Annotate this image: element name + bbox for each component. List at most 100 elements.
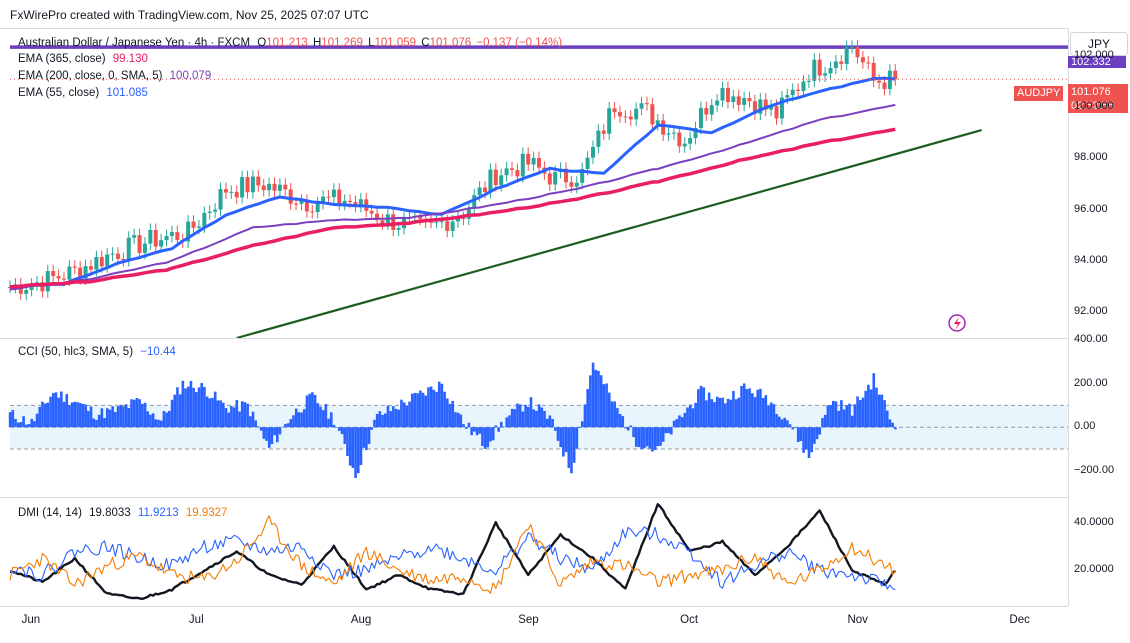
cci-bar (788, 424, 792, 428)
candle-body (434, 221, 439, 223)
cci-bar (510, 408, 514, 428)
cci-bar (632, 427, 635, 438)
cci-bar (227, 412, 231, 428)
cci-bar (127, 407, 131, 428)
candle-body (164, 236, 169, 241)
candle-body (850, 46, 855, 48)
candle-body (655, 120, 660, 125)
cci-bar (170, 399, 174, 428)
candle-body (510, 168, 515, 170)
cci-bar (402, 402, 406, 428)
symbol-title[interactable]: Australian Dollar / Japanese Yen · 4h · … (18, 37, 251, 49)
cci-bar (151, 413, 155, 428)
candle-body (666, 133, 671, 135)
cci-bar (840, 400, 843, 428)
cci-bar (238, 411, 241, 428)
candle-body (240, 177, 245, 198)
cci-bar (602, 384, 606, 428)
cci-bar (810, 427, 813, 453)
cci-bar (348, 427, 352, 466)
candle-body (779, 97, 784, 119)
ohlc-high: H101.269 (312, 37, 363, 49)
candle-body (396, 228, 401, 230)
candle-body (337, 189, 342, 204)
candle-body (769, 106, 774, 110)
cci-bar (518, 404, 522, 428)
cci-bar (273, 427, 276, 436)
cci-bar (308, 393, 311, 428)
top-border (0, 28, 1068, 29)
cci-bar (529, 397, 533, 428)
cci-bar (224, 407, 228, 428)
ema55-legend[interactable]: EMA (55, close) 101.085 (18, 87, 148, 99)
candle-body (186, 221, 191, 242)
cci-bar (491, 427, 495, 441)
cci-bar (16, 422, 20, 428)
candle-body (504, 168, 509, 176)
candle-body (213, 209, 218, 212)
candle-body (553, 172, 558, 185)
cci-bar (154, 419, 158, 428)
currency-button[interactable]: JPY (1070, 32, 1128, 56)
candle-body (142, 243, 147, 253)
cci-bar (634, 427, 638, 447)
cci-bar (656, 427, 660, 447)
candle-body (159, 240, 164, 247)
cci-bar (831, 400, 835, 428)
cci-bar (583, 404, 587, 428)
candle-body (299, 200, 304, 204)
cci-bar (203, 386, 206, 428)
cci-bar (446, 398, 449, 428)
dmi-legend[interactable]: DMI (14, 14) 19.8033 11.9213 19.9327 (18, 507, 228, 519)
candle-body (752, 101, 757, 114)
candle-body (132, 235, 137, 238)
cci-bar (294, 408, 298, 428)
cci-bar (761, 397, 765, 428)
cci-bar (578, 427, 581, 429)
candle-body (218, 189, 223, 210)
cci-bar (235, 400, 239, 428)
candle-body (115, 253, 120, 259)
candle-body (56, 276, 61, 279)
ema200-legend[interactable]: EMA (200, close, 0, SMA, 5) 100.079 (18, 70, 212, 82)
cci-bar (373, 419, 376, 428)
candle-body (644, 103, 649, 105)
cci-bar (880, 394, 884, 428)
cci-bar (489, 427, 492, 442)
candle-body (585, 157, 590, 169)
cci-bar (580, 421, 584, 428)
cci-bar (316, 403, 320, 428)
cci-bar (551, 418, 554, 428)
cci-bar (548, 415, 552, 428)
price-axis-label-5: 102.000 (1074, 48, 1114, 61)
candle-body (526, 153, 531, 165)
cci-bar (408, 401, 411, 428)
cci-bar (732, 391, 735, 428)
candle-body (380, 220, 385, 224)
cci-bar (370, 427, 374, 430)
cci-bar (81, 403, 85, 428)
cci-bar (791, 427, 795, 430)
candle-body (148, 229, 153, 244)
cci-bar (62, 401, 66, 428)
cci-bar (629, 425, 633, 428)
cci-bar (670, 427, 673, 435)
candle-body (650, 104, 655, 125)
cci-bar (456, 412, 460, 428)
x-axis-label-oct: Oct (680, 614, 699, 626)
cci-bar (78, 403, 82, 428)
cci-bar (367, 427, 371, 444)
cci-bar (65, 394, 69, 428)
cci-legend[interactable]: CCI (50, hlc3, SMA, 5) −10.44 (18, 346, 176, 358)
cci-bar (432, 389, 436, 428)
cci-bar (130, 399, 133, 428)
candle-body (596, 130, 601, 147)
ema365-legend[interactable]: EMA (365, close) 99.130 (18, 53, 148, 65)
cci-bar (653, 427, 657, 450)
ema200-line (9, 103, 896, 291)
cci-bar (302, 409, 306, 428)
cci-bar (591, 362, 595, 428)
cci-bar (567, 427, 571, 468)
candle-body (99, 257, 104, 267)
